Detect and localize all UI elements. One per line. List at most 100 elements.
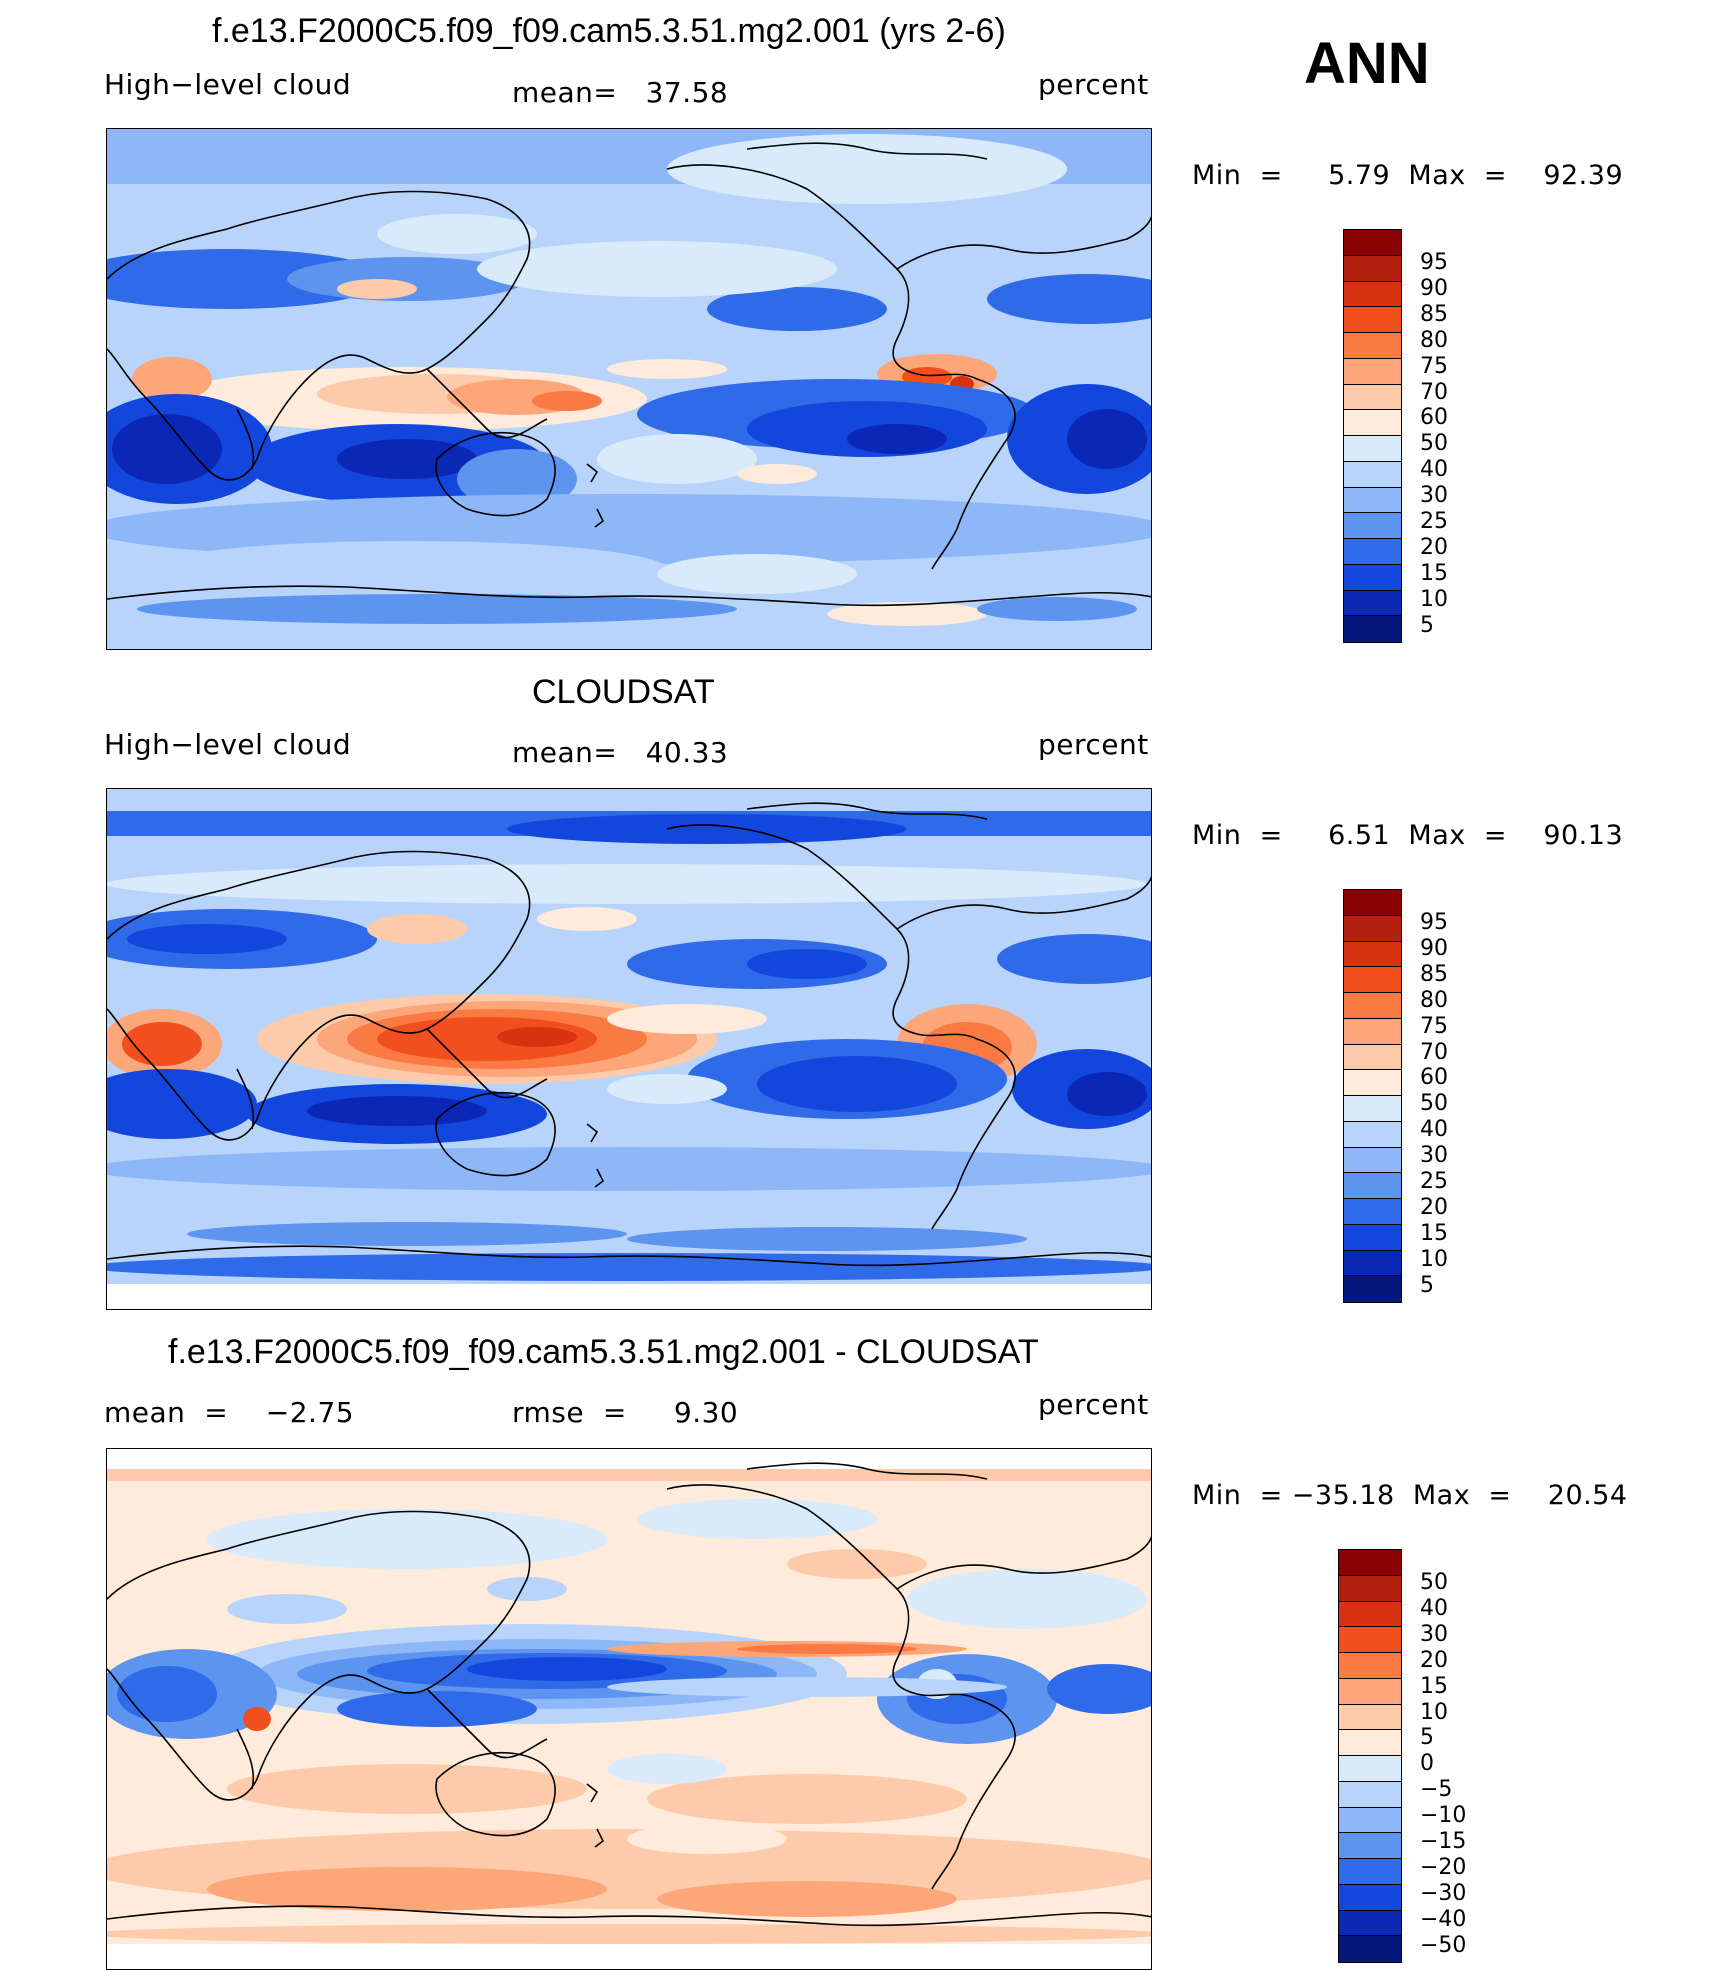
colorbar-label: −10 xyxy=(1420,1803,1467,1829)
colorbar-label: 70 xyxy=(1420,379,1448,405)
colorbar-label: 75 xyxy=(1420,1013,1448,1039)
colorbar-swatch xyxy=(1344,915,1401,942)
colorbar-swatch xyxy=(1344,487,1401,514)
colorbar-swatch xyxy=(1339,1884,1401,1911)
panel-3-title: f.e13.F2000C5.f09_f09.cam5.3.51.mg2.001 … xyxy=(168,1333,1039,1371)
colorbar-swatch xyxy=(1344,1250,1401,1277)
colorbar-swatch xyxy=(1344,436,1401,462)
colorbar-label: 10 xyxy=(1420,1699,1448,1725)
colorbar-label: 15 xyxy=(1420,560,1448,586)
colorbar-label: 70 xyxy=(1420,1039,1448,1065)
colorbar-label: 25 xyxy=(1420,509,1448,534)
colorbar-label: 50 xyxy=(1420,431,1448,457)
colorbar-label: 5 xyxy=(1420,612,1434,638)
colorbar-swatch xyxy=(1344,230,1401,256)
colorbar-label: 30 xyxy=(1420,483,1448,509)
colorbar-swatch xyxy=(1339,1653,1401,1679)
colorbar-label: −20 xyxy=(1420,1854,1467,1880)
colorbar-swatch xyxy=(1339,1601,1401,1628)
colorbar-label: 20 xyxy=(1420,1647,1448,1673)
colorbar-swatch xyxy=(1344,1147,1401,1174)
panel-2-colorbar-swatches xyxy=(1344,890,1401,1302)
panel-1-map-field xyxy=(107,129,1151,649)
colorbar-label: 85 xyxy=(1420,301,1448,327)
colorbar-label: 90 xyxy=(1420,275,1448,301)
colorbar-label: 5 xyxy=(1420,1725,1434,1751)
colorbar-swatch xyxy=(1344,1070,1401,1096)
colorbar-label: 0 xyxy=(1420,1751,1434,1777)
panel-1-variable-label: High−level cloud xyxy=(104,68,352,101)
colorbar-swatch xyxy=(1344,281,1401,308)
colorbar-label: 30 xyxy=(1420,1143,1448,1169)
colorbar-label: −30 xyxy=(1420,1880,1467,1906)
colorbar-label: 20 xyxy=(1420,1194,1448,1220)
colorbar-label: 75 xyxy=(1420,353,1448,379)
colorbar-swatch xyxy=(1344,307,1401,333)
colorbar-swatch xyxy=(1339,1550,1401,1576)
colorbar-swatch xyxy=(1344,1121,1401,1148)
colorbar-label: 90 xyxy=(1420,935,1448,961)
panel-1-mean-label: mean= 37.58 xyxy=(512,76,729,109)
panel-2-map xyxy=(106,788,1152,1310)
colorbar-swatch xyxy=(1344,941,1401,968)
panel-2-variable-label: High−level cloud xyxy=(104,728,352,761)
colorbar-swatch xyxy=(1344,1173,1401,1199)
colorbar-label: 15 xyxy=(1420,1220,1448,1246)
colorbar-swatch xyxy=(1344,1044,1401,1071)
colorbar-label: 10 xyxy=(1420,586,1448,612)
panel-2-mean-label: mean= 40.33 xyxy=(512,736,729,769)
colorbar-swatch xyxy=(1344,1018,1401,1045)
colorbar-swatch xyxy=(1339,1859,1401,1885)
colorbar-swatch xyxy=(1344,993,1401,1019)
panel-3-units-label: percent xyxy=(1038,1388,1149,1421)
colorbar-swatch xyxy=(1344,1276,1401,1302)
colorbar-swatch xyxy=(1344,1096,1401,1122)
colorbar-swatch xyxy=(1344,255,1401,282)
colorbar-swatch xyxy=(1344,564,1401,591)
panel-1-map xyxy=(106,128,1152,650)
colorbar-label: 60 xyxy=(1420,405,1448,431)
colorbar-swatch xyxy=(1339,1575,1401,1602)
panel-3-map xyxy=(106,1448,1152,1970)
panel-2-title: CLOUDSAT xyxy=(532,673,715,711)
colorbar-swatch xyxy=(1339,1936,1401,1962)
colorbar-swatch xyxy=(1339,1678,1401,1705)
colorbar-label: 25 xyxy=(1420,1169,1448,1194)
panel-1-colorbar xyxy=(1343,229,1402,643)
colorbar-swatch xyxy=(1339,1833,1401,1859)
colorbar-label: 60 xyxy=(1420,1065,1448,1091)
panel-3-map-field xyxy=(107,1449,1151,1969)
panel-1-minmax: Min = 5.79 Max = 92.39 xyxy=(1192,160,1624,191)
colorbar-swatch xyxy=(1339,1730,1401,1756)
colorbar-label: 95 xyxy=(1420,910,1448,935)
colorbar-swatch xyxy=(1344,539,1401,565)
colorbar-swatch xyxy=(1344,890,1401,916)
colorbar-label: 80 xyxy=(1420,327,1448,353)
colorbar-label: −5 xyxy=(1420,1777,1453,1803)
colorbar-swatch xyxy=(1344,358,1401,385)
colorbar-label: 15 xyxy=(1420,1673,1448,1699)
colorbar-label: 95 xyxy=(1420,250,1448,275)
panel-3-colorbar xyxy=(1338,1549,1402,1963)
colorbar-label: 80 xyxy=(1420,987,1448,1013)
colorbar-label: −40 xyxy=(1420,1906,1467,1932)
panel-3-mean-label: mean = −2.75 xyxy=(104,1396,355,1429)
colorbar-label: 10 xyxy=(1420,1246,1448,1272)
colorbar-label: 50 xyxy=(1420,1091,1448,1117)
panel-2-minmax: Min = 6.51 Max = 90.13 xyxy=(1192,820,1624,851)
colorbar-swatch xyxy=(1344,590,1401,617)
colorbar-label: 50 xyxy=(1420,1570,1448,1595)
panel-1-colorbar-swatches xyxy=(1344,230,1401,642)
colorbar-label: 40 xyxy=(1420,1117,1448,1143)
colorbar-swatch xyxy=(1344,333,1401,359)
colorbar-swatch xyxy=(1344,410,1401,436)
colorbar-label: 40 xyxy=(1420,457,1448,483)
colorbar-label: 40 xyxy=(1420,1595,1448,1621)
colorbar-label: 85 xyxy=(1420,961,1448,987)
panel-3-minmax: Min = −35.18 Max = 20.54 xyxy=(1192,1480,1628,1511)
colorbar-swatch xyxy=(1339,1704,1401,1731)
colorbar-label: −15 xyxy=(1420,1829,1467,1854)
colorbar-swatch xyxy=(1344,461,1401,488)
colorbar-label: 20 xyxy=(1420,534,1448,560)
colorbar-swatch xyxy=(1339,1781,1401,1808)
